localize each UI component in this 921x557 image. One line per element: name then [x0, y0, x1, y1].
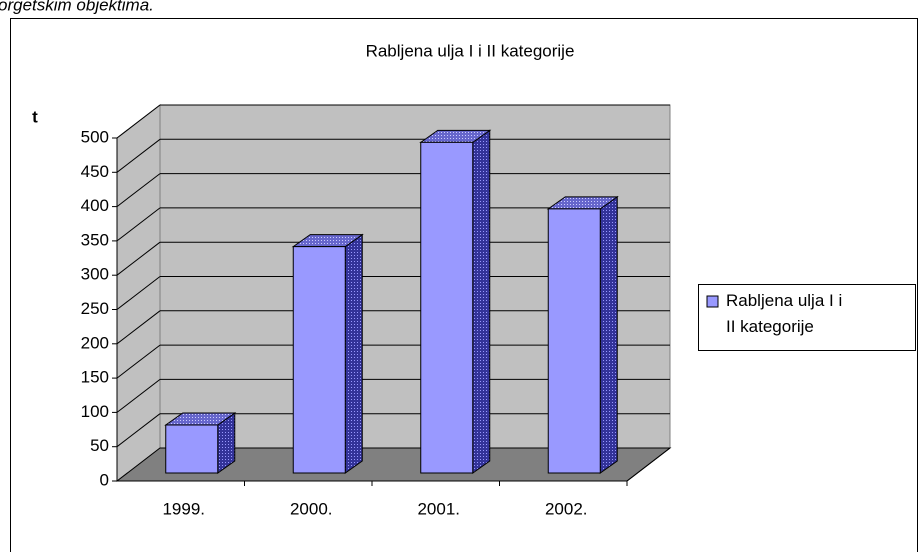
- y-tick-label: 0: [100, 470, 109, 489]
- y-tick-label: 500: [81, 127, 109, 146]
- x-tick-label: 2001.: [417, 499, 460, 518]
- grid-line: [116, 104, 161, 139]
- y-tick-label: 100: [81, 402, 109, 421]
- y-tick-label: 300: [81, 265, 109, 284]
- y-tick-label: 350: [81, 230, 109, 249]
- grid-line: [116, 344, 161, 379]
- y-tick-label: 250: [81, 299, 109, 318]
- floor-edge: [626, 447, 671, 482]
- y-tick-label: 50: [90, 436, 109, 455]
- bar-side: [472, 129, 491, 474]
- chart-title: Rabljena ulja I i II kategorije: [366, 41, 575, 60]
- bar-side: [599, 195, 618, 474]
- page-text: orgetskim objektima.: [0, 0, 154, 14]
- bar-side: [344, 233, 363, 474]
- y-axis-label: t: [32, 107, 38, 126]
- grid-line: [116, 173, 161, 207]
- x-tick-label: 2000.: [290, 499, 333, 518]
- grid-line: [116, 379, 161, 413]
- grid-line: [116, 138, 161, 173]
- y-tick-label: 450: [81, 162, 109, 181]
- grid-line: [116, 413, 161, 448]
- legend-label: Rabljena ulja I i II kategorije: [726, 291, 842, 336]
- grid-line: [116, 241, 161, 276]
- y-tick-label: 200: [81, 333, 109, 352]
- bar: [420, 141, 474, 474]
- legend: [698, 284, 916, 351]
- bar: [292, 246, 346, 474]
- x-tick-label: 1999.: [162, 499, 205, 518]
- grid-line: [116, 310, 161, 345]
- legend-swatch: [706, 295, 719, 308]
- y-tick-label: 150: [81, 368, 109, 387]
- grid-line: [116, 276, 161, 310]
- bar: [165, 424, 219, 474]
- grid-line: [116, 207, 161, 242]
- bar: [547, 208, 601, 474]
- x-tick-label: 2002.: [545, 499, 588, 518]
- y-tick-label: 400: [81, 196, 109, 215]
